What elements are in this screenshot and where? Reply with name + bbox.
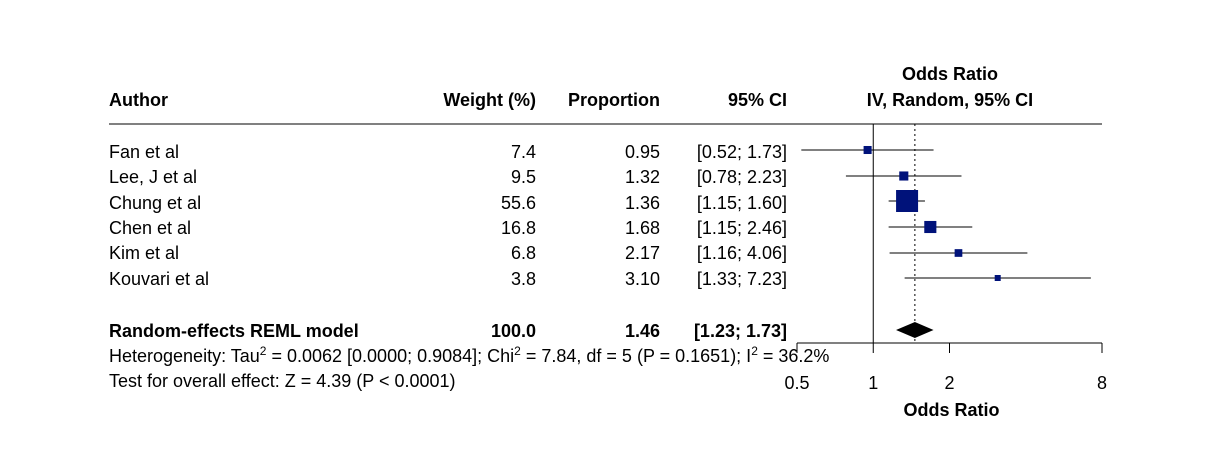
row-author: Chen et al <box>109 218 192 238</box>
row-author: Chung et al <box>109 193 202 213</box>
row-weight: 9.5 <box>510 167 536 187</box>
x-tick-label: 0.5 <box>784 373 809 393</box>
weight-box <box>924 220 937 234</box>
heterogeneity-mid2: = 7.84, df = 5 (P = 0.1651); I <box>520 346 752 366</box>
row-proportion: 3.10 <box>624 269 660 289</box>
i-squared-sup: 2 <box>751 344 758 358</box>
row-weight: 6.8 <box>510 243 536 263</box>
heterogeneity-suffix: = 36.2% <box>757 346 830 366</box>
tau-squared-sup: 2 <box>259 344 267 358</box>
row-ci: [1.33; 7.23] <box>696 269 787 289</box>
row-proportion: 2.17 <box>624 243 660 263</box>
x-tick-label: 1 <box>868 373 878 393</box>
pooled-diamond <box>896 322 934 338</box>
weight-box <box>896 190 919 212</box>
weight-box <box>954 249 963 257</box>
header-ci: 95% CI <box>727 90 787 110</box>
row-proportion: 1.36 <box>624 193 660 213</box>
weight-box <box>994 275 1001 281</box>
weight-box <box>899 171 909 181</box>
row-ci: [1.15; 2.46] <box>696 218 787 238</box>
summary-weight: 100.0 <box>490 321 536 341</box>
heterogeneity-mid: = 0.0062 [0.0000; 0.9084]; Chi <box>266 346 515 366</box>
row-ci: [0.78; 2.23] <box>696 167 787 187</box>
header-weight: Weight (%) <box>443 90 536 110</box>
header-or-title: Odds Ratio <box>901 64 998 84</box>
row-proportion: 1.32 <box>624 167 660 187</box>
x-axis-label: Odds Ratio <box>903 400 999 420</box>
summary-ci: [1.23; 1.73] <box>693 321 787 341</box>
row-author: Fan et al <box>109 142 180 162</box>
row-proportion: 0.95 <box>624 142 660 162</box>
row-author: Kim et al <box>109 243 180 263</box>
row-proportion: 1.68 <box>624 218 660 238</box>
x-tick-label: 8 <box>1097 373 1107 393</box>
weight-box <box>863 145 872 155</box>
row-ci: [1.16; 4.06] <box>696 243 787 263</box>
heterogeneity-prefix: Heterogeneity: Tau <box>109 346 260 366</box>
row-ci: [1.15; 1.60] <box>696 193 787 213</box>
x-tick-label: 2 <box>944 373 954 393</box>
header-or-subtitle: IV, Random, 95% CI <box>866 90 1034 110</box>
heterogeneity-text: Heterogeneity: Tau2 = 0.0062 [0.0000; 0.… <box>109 344 830 366</box>
row-weight: 3.8 <box>510 269 536 289</box>
chi-squared-sup: 2 <box>514 344 521 358</box>
row-weight: 55.6 <box>500 193 536 213</box>
summary-label: Random-effects REML model <box>109 321 359 341</box>
row-ci: [0.52; 1.73] <box>696 142 787 162</box>
row-author: Lee, J et al <box>109 167 198 187</box>
summary-proportion: 1.46 <box>624 321 660 341</box>
overall-effect-text: Test for overall effect: Z = 4.39 (P < 0… <box>109 371 456 391</box>
header-proportion: Proportion <box>568 90 660 110</box>
row-weight: 16.8 <box>500 218 536 238</box>
row-author: Kouvari et al <box>109 269 210 289</box>
row-weight: 7.4 <box>510 142 536 162</box>
header-author: Author <box>109 90 168 110</box>
